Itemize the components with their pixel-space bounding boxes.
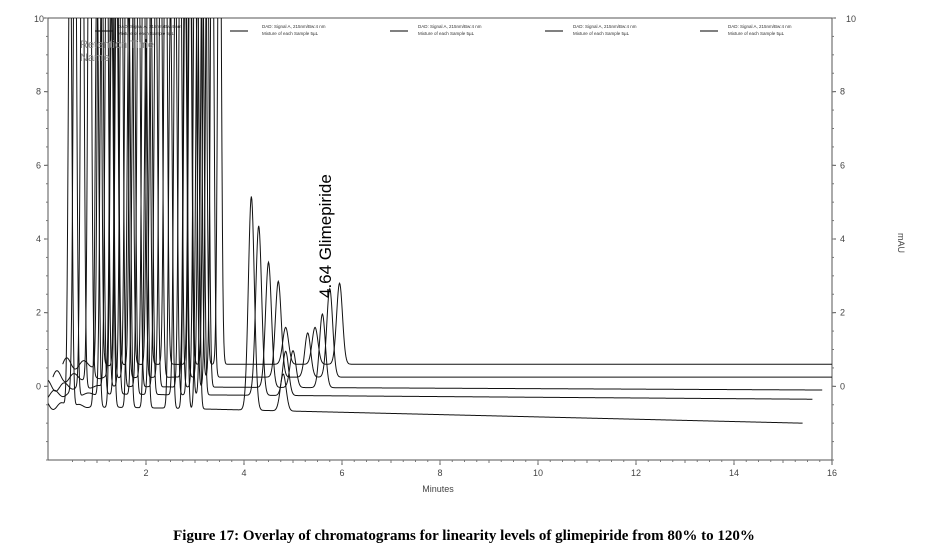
- legend-entry-line1: DAD: Signal A, 215nm/Bw:4 nm: [728, 24, 792, 29]
- legend-entry-line1: DAD: Signal A, 215nm/Bw:4 nm: [418, 24, 482, 29]
- legend-entry-line2: Mixture of each Sample 5µL: [573, 31, 630, 36]
- legend-entry-line2: Mixture of each Sample 5µL: [418, 31, 475, 36]
- chromatogram-series-5: [48, 18, 803, 424]
- retention-time-label: Retention Time: [80, 39, 154, 51]
- legend: DAD: Signal A, 215nm/Bw:4 nm Mixture of e…: [95, 24, 792, 36]
- x-tick-label: 10: [533, 468, 543, 478]
- legend-entry-line2: Mixture of each Sample 5µL: [728, 31, 785, 36]
- legend-entry-line1: DAD: Signal A, 215nm/Bw:4 nm: [262, 24, 326, 29]
- chromatogram-series-1: [62, 18, 832, 370]
- x-tick-label: 2: [143, 468, 148, 478]
- y-tick-label-left: 2: [36, 308, 41, 318]
- chromatogram-series-3: [48, 18, 823, 392]
- y-tick-label-right: 4: [840, 234, 845, 244]
- y-axis-title-right: mAU: [896, 233, 906, 253]
- x-axis-title: Minutes: [422, 484, 454, 494]
- corner-label-top-right: 10: [846, 14, 856, 24]
- y-tick-label-right: 8: [840, 87, 845, 97]
- y-tick-label-left: 4: [36, 234, 41, 244]
- chromatogram-series-4: [48, 18, 813, 400]
- retention-name-label: Name: [80, 52, 109, 64]
- chromatogram-chart: 2 4 6 8 10 12 14 16 0 0 2 2 4 4 6 6 8 8 DAD: Signal A, 21…: [34, 14, 906, 494]
- legend-entry-line2: Mixture of each Sample 5µL: [118, 31, 175, 36]
- x-tick-label: 14: [729, 468, 739, 478]
- figure-caption: Figure 17: Overlay of chromatograms for …: [173, 528, 755, 544]
- y-tick-label-right: 0: [840, 381, 845, 391]
- x-tick-label: 6: [339, 468, 344, 478]
- x-tick-label: 8: [437, 468, 442, 478]
- x-tick-label: 4: [241, 468, 246, 478]
- y-tick-label-left: 0: [36, 381, 41, 391]
- legend-entry-line2: Mixture of each Sample 5µL: [262, 31, 319, 36]
- axis-ticks: 2 4 6 8 10 12 14 16 0 0 2 2 4 4 6 6 8 8: [36, 17, 845, 478]
- x-tick-label: 12: [631, 468, 641, 478]
- x-tick-label: 16: [827, 468, 837, 478]
- y-tick-label-right: 6: [840, 160, 845, 170]
- y-tick-label-left: 8: [36, 87, 41, 97]
- legend-entry-line1: DAD: Signal A, 215nm/Bw:4 nm: [573, 24, 637, 29]
- y-tick-label-left: 6: [36, 160, 41, 170]
- peak-annotation: 4.64 Glimepiride: [316, 174, 335, 298]
- corner-label-top-left: 10: [34, 14, 44, 24]
- y-tick-label-right: 2: [840, 308, 845, 318]
- chromatogram-traces: [48, 18, 832, 424]
